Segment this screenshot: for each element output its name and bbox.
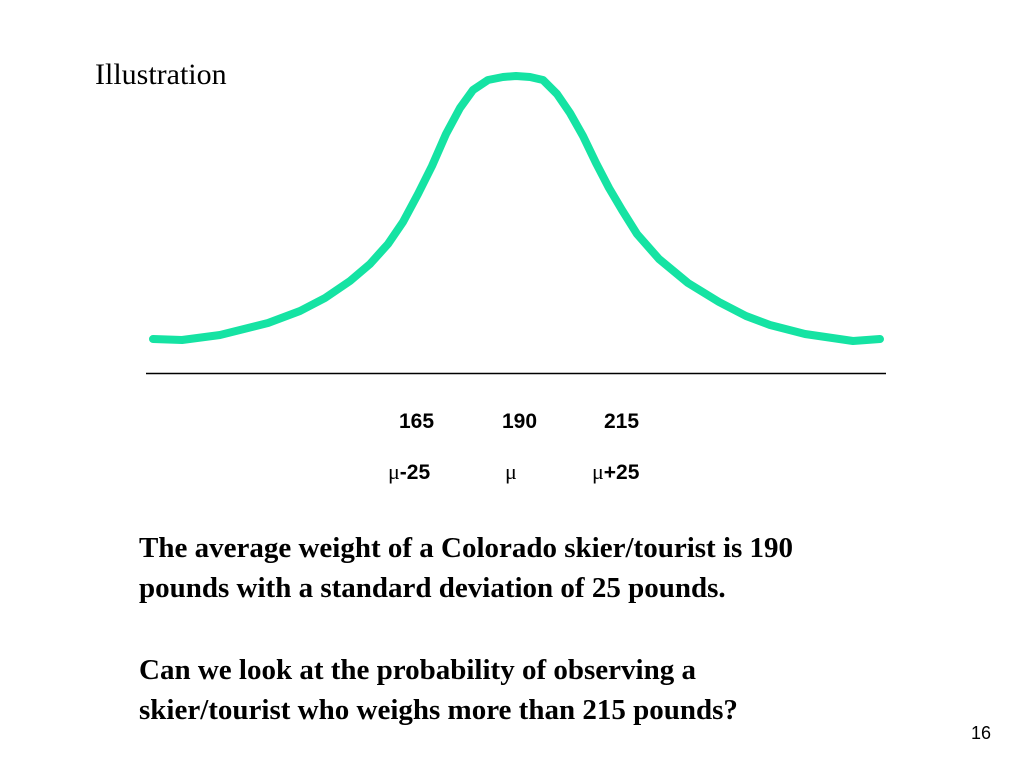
offset-text: -25 — [399, 461, 431, 484]
mu-symbol: μ — [592, 459, 604, 484]
slide-title: Illustration — [95, 58, 227, 91]
label-mu-plus-25: μ+25 — [592, 459, 639, 485]
x-value-215: 215 — [604, 410, 640, 433]
page-number: 16 — [970, 723, 991, 743]
offset-text: +25 — [603, 461, 640, 484]
label-mu: μ — [505, 459, 517, 485]
mu-symbol: μ — [505, 459, 517, 484]
body-paragraph-1-line-2: pounds with a standard deviation of 25 p… — [139, 572, 726, 604]
bell-curve — [149, 72, 884, 345]
body-paragraph-2-line-2: skier/tourist who weighs more than 215 p… — [139, 694, 738, 726]
body-paragraph-2-line-1: Can we look at the probability of observ… — [139, 654, 696, 686]
x-value-190: 190 — [502, 410, 538, 433]
body-paragraph-1-line-1: The average weight of a Colorado skier/t… — [139, 532, 794, 564]
bell-curve-figure — [146, 72, 886, 375]
mu-symbol: μ — [388, 459, 400, 484]
x-value-165: 165 — [399, 410, 435, 433]
label-mu-minus-25: μ-25 — [388, 459, 430, 485]
